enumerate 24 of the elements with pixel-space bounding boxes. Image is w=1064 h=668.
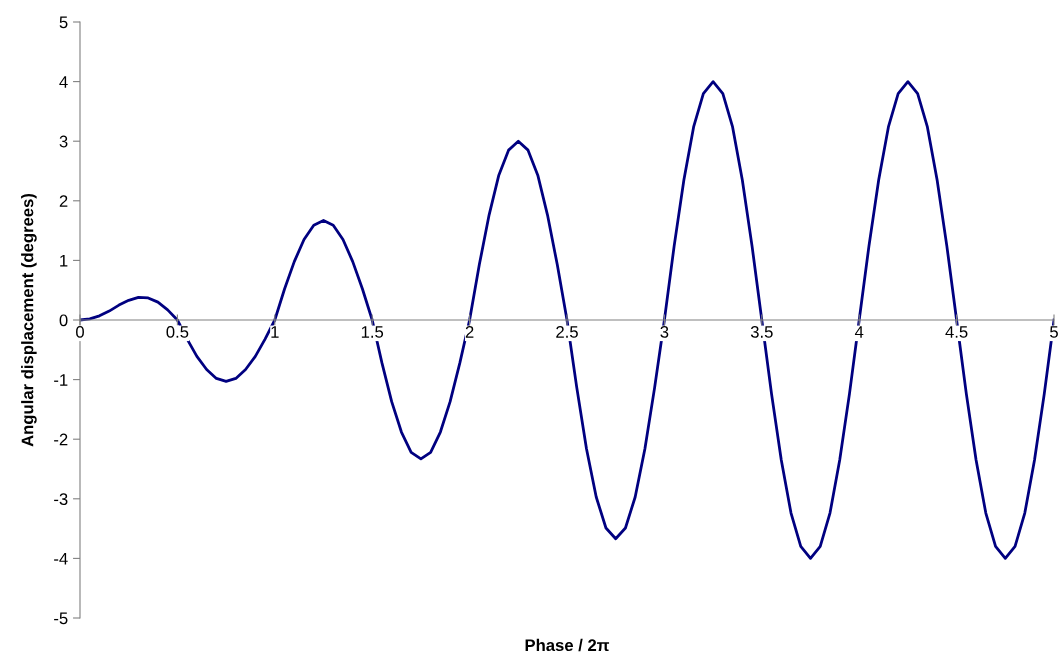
- x-tick-label: 2.5: [556, 326, 578, 338]
- x-tick-label: 2: [465, 326, 474, 338]
- y-tick-label: 5: [59, 16, 68, 29]
- y-tick-label: -3: [54, 493, 68, 505]
- y-tick-label: -4: [54, 552, 68, 565]
- x-axis-title: Phase / 2π: [525, 638, 610, 652]
- y-tick-label: 4: [59, 76, 68, 88]
- x-tick-label: 3: [660, 326, 669, 338]
- y-tick-label: -1: [54, 374, 68, 386]
- x-tick-label: 4.5: [945, 326, 968, 338]
- x-tick-label: 1.5: [361, 326, 384, 338]
- x-tick-label: 4: [854, 326, 864, 338]
- x-tick-label: 1: [271, 326, 279, 338]
- y-tick-label: -2: [54, 433, 68, 446]
- x-tick-label: 0.5: [166, 326, 189, 338]
- x-tick-label: 3.5: [750, 326, 773, 338]
- y-tick-label: -5: [54, 612, 68, 625]
- x-tick-label: 5: [1050, 326, 1058, 338]
- y-tick-label: 0: [59, 314, 68, 327]
- y-tick-label: 2: [59, 195, 68, 207]
- x-tick-label: 0: [76, 326, 84, 338]
- y-tick-label: 3: [59, 135, 68, 148]
- y-tick-label: 1: [60, 254, 68, 267]
- y-axis-title: Angular displacement (degrees): [21, 193, 37, 447]
